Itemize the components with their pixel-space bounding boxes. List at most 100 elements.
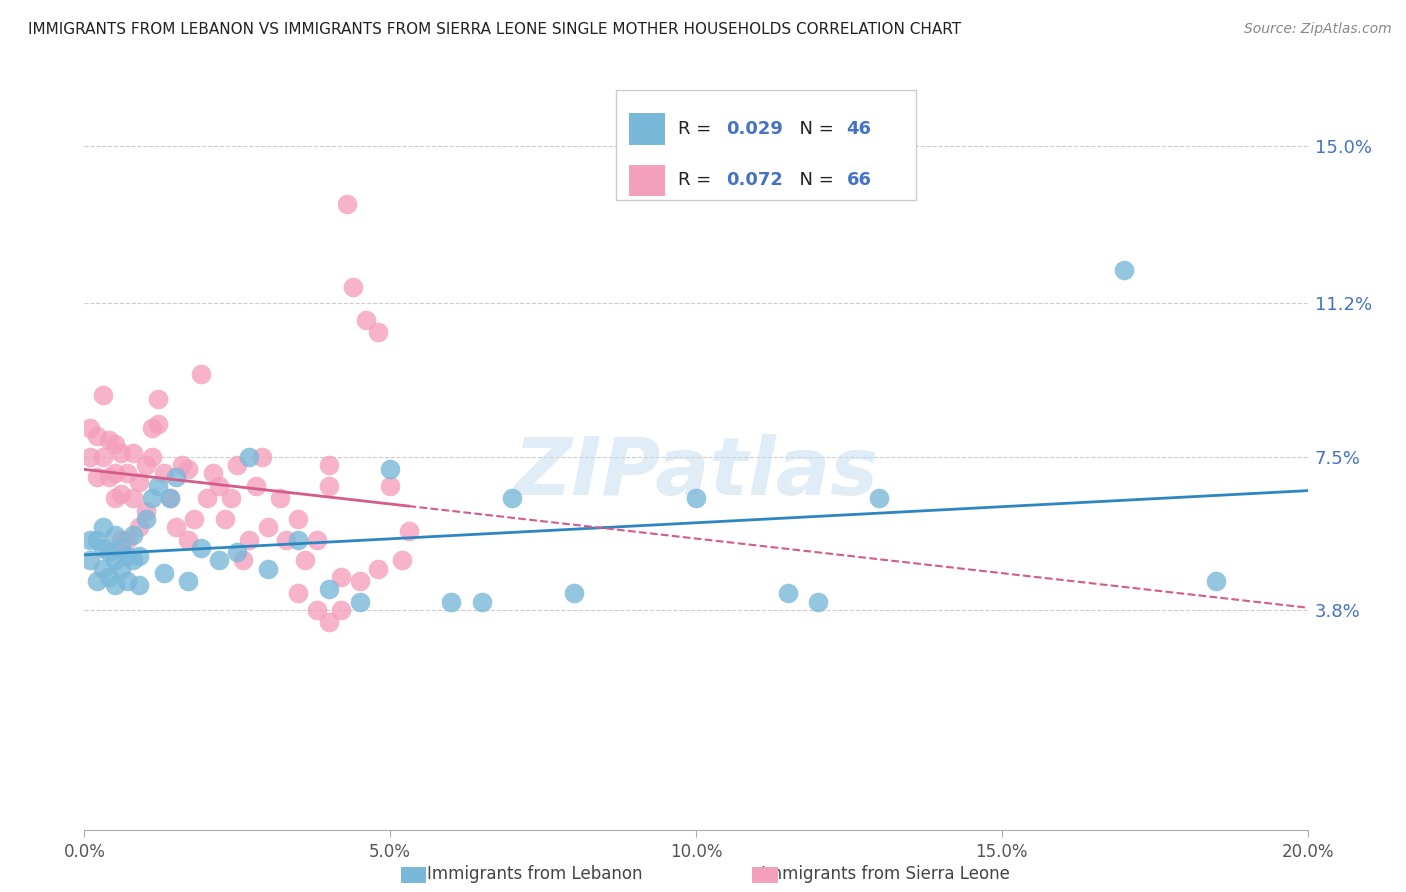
Point — [305, 533, 328, 547]
Point — [226, 458, 249, 472]
Text: N =: N = — [787, 120, 839, 137]
Point — [91, 541, 114, 555]
Point — [177, 533, 200, 547]
Point — [141, 491, 163, 505]
Point — [305, 603, 328, 617]
Point — [807, 595, 830, 609]
Point — [562, 586, 585, 600]
Point — [122, 528, 145, 542]
Point — [318, 458, 340, 472]
Text: R =: R = — [678, 120, 717, 137]
Point — [104, 467, 127, 481]
Point — [91, 520, 114, 534]
Point — [97, 433, 120, 447]
Point — [287, 512, 309, 526]
Point — [141, 420, 163, 434]
Point — [135, 458, 157, 472]
Point — [86, 429, 108, 443]
Point — [165, 520, 187, 534]
Point — [276, 533, 298, 547]
Point — [380, 462, 402, 476]
Point — [110, 541, 132, 555]
Point — [183, 512, 205, 526]
Text: 0.029: 0.029 — [727, 120, 783, 137]
Point — [122, 491, 145, 505]
Point — [104, 437, 127, 451]
Point — [153, 467, 176, 481]
Text: 46: 46 — [846, 120, 872, 137]
Point — [122, 553, 145, 567]
Point — [153, 566, 176, 580]
Point — [128, 549, 150, 563]
Point — [146, 478, 169, 492]
Point — [776, 586, 799, 600]
Point — [342, 280, 364, 294]
Point — [238, 450, 260, 464]
Point — [287, 533, 309, 547]
Point — [294, 553, 316, 567]
Point — [232, 553, 254, 567]
Point — [104, 553, 127, 567]
Point — [141, 450, 163, 464]
Point — [330, 603, 353, 617]
Point — [269, 491, 291, 505]
Point — [349, 574, 371, 588]
Point — [86, 470, 108, 484]
FancyBboxPatch shape — [628, 164, 665, 196]
Point — [128, 578, 150, 592]
Point — [219, 491, 242, 505]
Point — [1205, 574, 1227, 588]
Point — [1114, 263, 1136, 277]
Point — [128, 475, 150, 489]
Point — [165, 470, 187, 484]
Point — [318, 582, 340, 597]
Point — [318, 478, 340, 492]
Point — [146, 417, 169, 431]
Point — [471, 595, 494, 609]
Text: Immigrants from Sierra Leone: Immigrants from Sierra Leone — [761, 865, 1011, 883]
Point — [336, 197, 359, 211]
Point — [391, 553, 413, 567]
Point — [238, 533, 260, 547]
Point — [91, 450, 114, 464]
Point — [208, 553, 231, 567]
Point — [91, 561, 114, 575]
Point — [195, 491, 218, 505]
Point — [318, 615, 340, 630]
Point — [208, 478, 231, 492]
Text: R =: R = — [678, 171, 717, 189]
Point — [159, 491, 181, 505]
Point — [354, 313, 377, 327]
Text: Immigrants from Lebanon: Immigrants from Lebanon — [426, 865, 643, 883]
Point — [110, 561, 132, 575]
Point — [79, 420, 101, 434]
Point — [250, 450, 273, 464]
Point — [104, 578, 127, 592]
Point — [287, 586, 309, 600]
Text: ZIPatlas: ZIPatlas — [513, 434, 879, 512]
Point — [115, 549, 138, 563]
Point — [380, 478, 402, 492]
Point — [201, 467, 224, 481]
FancyBboxPatch shape — [616, 90, 917, 201]
Point — [440, 595, 463, 609]
Point — [685, 491, 707, 505]
Point — [110, 487, 132, 501]
Text: Source: ZipAtlas.com: Source: ZipAtlas.com — [1244, 22, 1392, 37]
Point — [367, 326, 389, 340]
Point — [122, 445, 145, 459]
Text: N =: N = — [787, 171, 839, 189]
Point — [86, 533, 108, 547]
Point — [79, 553, 101, 567]
Point — [190, 541, 212, 555]
Point — [367, 561, 389, 575]
Text: IMMIGRANTS FROM LEBANON VS IMMIGRANTS FROM SIERRA LEONE SINGLE MOTHER HOUSEHOLDS: IMMIGRANTS FROM LEBANON VS IMMIGRANTS FR… — [28, 22, 962, 37]
Point — [177, 462, 200, 476]
Point — [190, 367, 212, 381]
FancyBboxPatch shape — [628, 113, 665, 145]
Point — [79, 533, 101, 547]
Point — [104, 528, 127, 542]
Point — [110, 533, 132, 547]
Point — [128, 520, 150, 534]
Point — [330, 570, 353, 584]
